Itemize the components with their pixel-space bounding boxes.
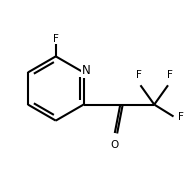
Text: F: F	[167, 70, 172, 80]
Text: F: F	[136, 70, 142, 80]
Text: F: F	[178, 112, 183, 122]
Text: F: F	[53, 34, 59, 44]
Text: N: N	[81, 64, 90, 78]
Text: O: O	[111, 140, 119, 150]
